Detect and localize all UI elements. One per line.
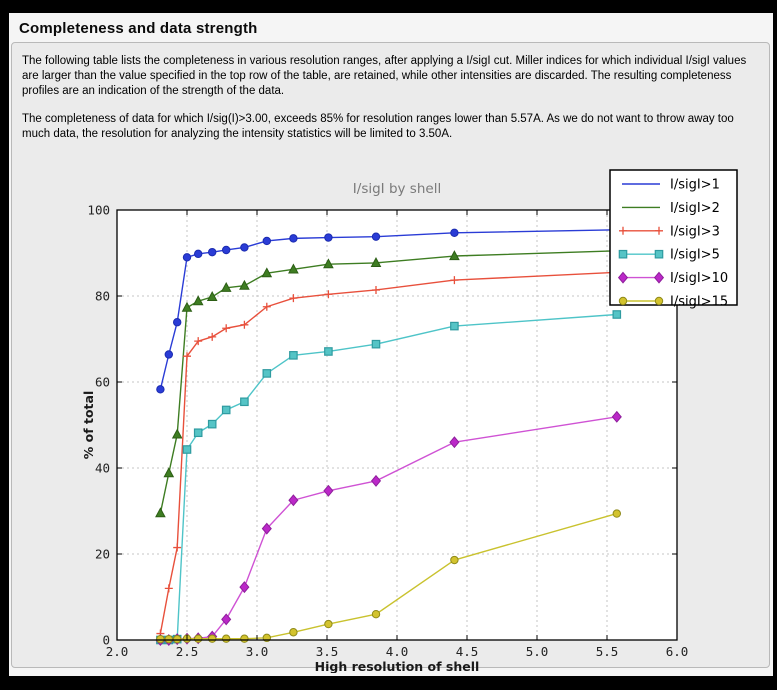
- svg-text:60: 60: [95, 375, 110, 390]
- legend-label-3: I/sigI>5: [670, 248, 720, 263]
- chart-title: I/sigI by shell: [353, 181, 441, 197]
- legend-label-5: I/sigI>15: [670, 295, 728, 310]
- legend-label-1: I/sigI>2: [670, 201, 720, 216]
- x-axis-label: High resolution of shell: [315, 659, 480, 673]
- x-tick-labels: 2.0 2.5 3.0 3.5 4.0 4.5 5.0 5.5 6.0: [106, 644, 689, 659]
- legend-label-4: I/sigI>10: [670, 271, 728, 286]
- svg-text:20: 20: [95, 547, 110, 562]
- page-title: Completeness and data strength: [19, 20, 258, 37]
- conclusion-paragraph: The completeness of data for which I/sig…: [22, 113, 734, 140]
- report-page: Completeness and data strength The follo…: [9, 13, 773, 676]
- completeness-chart: 2.0 2.5 3.0 3.5 4.0 4.5 5.0 5.5 6.0 0 20 40 60 80 100 I…: [9, 163, 773, 674]
- svg-text:5.0: 5.0: [526, 644, 549, 659]
- legend-label-2: I/sigI>3: [670, 224, 720, 239]
- series-0: [156, 225, 621, 394]
- intro-paragraph: The following table lists the completene…: [22, 55, 747, 97]
- legend: I/sigI>1 I/sigI>2 I/sigI>3 I/sigI>5 I/sigI>1…: [609, 169, 738, 310]
- y-axis-label: % of total: [81, 391, 96, 460]
- svg-text:40: 40: [95, 461, 110, 476]
- svg-text:100: 100: [87, 203, 110, 218]
- svg-text:4.5: 4.5: [456, 644, 479, 659]
- svg-text:80: 80: [95, 289, 110, 304]
- svg-text:3.0: 3.0: [246, 644, 269, 659]
- svg-text:0: 0: [102, 633, 110, 648]
- svg-text:4.0: 4.0: [386, 644, 409, 659]
- svg-text:2.0: 2.0: [106, 644, 129, 659]
- chart-canvas: 2.0 2.5 3.0 3.5 4.0 4.5 5.0 5.5 6.0 0 20 40 60 80 100 I…: [81, 169, 738, 674]
- svg-text:2.5: 2.5: [176, 644, 199, 659]
- svg-text:3.5: 3.5: [316, 644, 339, 659]
- y-tick-labels: 0 20 40 60 80 100: [87, 203, 110, 648]
- legend-label-0: I/sigI>1: [670, 178, 720, 193]
- svg-text:6.0: 6.0: [666, 644, 689, 659]
- gridlines: [117, 210, 677, 640]
- svg-text:5.5: 5.5: [596, 644, 619, 659]
